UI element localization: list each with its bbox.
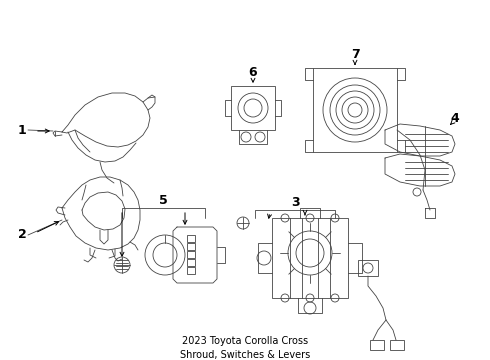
Text: 2023 Toyota Corolla Cross
Shroud, Switches & Levers: 2023 Toyota Corolla Cross Shroud, Switch… <box>180 336 310 360</box>
Bar <box>358 260 378 276</box>
Text: 4: 4 <box>451 112 460 125</box>
Bar <box>313 68 397 152</box>
Text: 1: 1 <box>18 123 26 136</box>
Text: 6: 6 <box>249 66 257 78</box>
Bar <box>390 340 404 350</box>
Text: 7: 7 <box>351 49 359 62</box>
Bar <box>187 243 195 250</box>
Text: 5: 5 <box>159 194 168 207</box>
Bar <box>272 218 348 298</box>
Bar <box>231 86 275 130</box>
Bar <box>187 267 195 274</box>
Bar <box>370 340 384 350</box>
Bar <box>187 235 195 242</box>
Bar <box>187 259 195 266</box>
Text: 3: 3 <box>291 195 299 208</box>
Bar <box>187 251 195 258</box>
Text: 2: 2 <box>18 229 26 242</box>
